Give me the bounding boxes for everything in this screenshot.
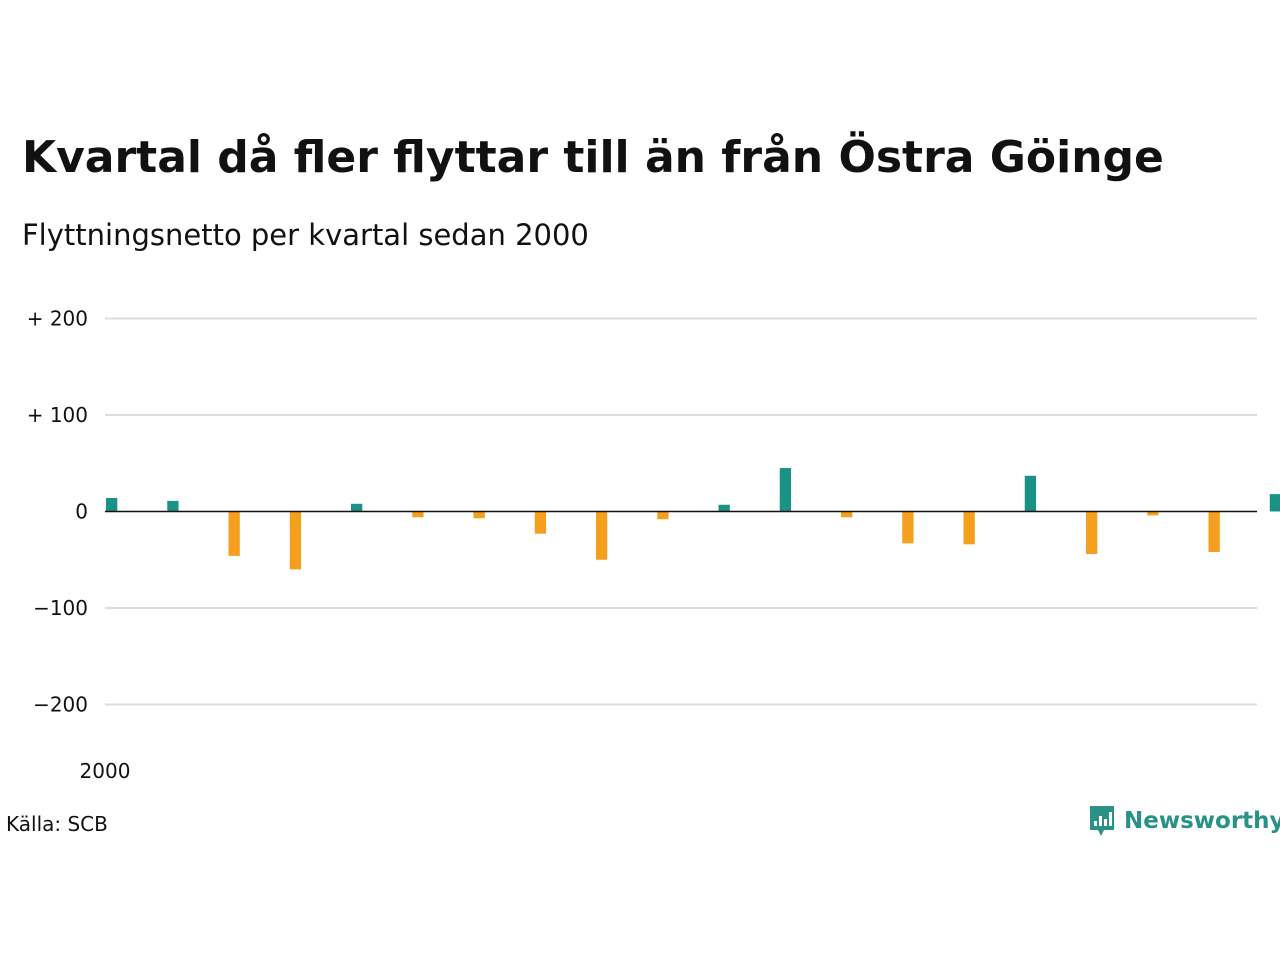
bar-2000K1 — [106, 497, 118, 512]
bar-2003K1 — [841, 511, 853, 518]
bar-2002K3 — [718, 504, 730, 512]
bars — [106, 468, 1280, 570]
bar-2000K2 — [167, 500, 179, 512]
newsworthy-logo-text: Newsworthy — [1124, 808, 1280, 834]
bar-2001K2 — [412, 511, 424, 518]
y-tick-label: −200 — [33, 693, 88, 717]
bar-2003K2 — [902, 511, 914, 544]
bar-2004K2 — [1147, 511, 1159, 516]
bar-2002K1 — [596, 511, 608, 560]
bar-2003K4 — [1024, 475, 1037, 512]
bar-2001K1 — [351, 503, 363, 512]
bar-2004K3 — [1208, 511, 1220, 553]
bar-2003K3 — [963, 511, 975, 545]
grid-lines — [105, 317, 1257, 706]
y-tick-label: + 100 — [27, 403, 88, 427]
y-tick-label: −100 — [33, 596, 88, 620]
bar-2001K3 — [473, 511, 485, 519]
bar-2000K4 — [289, 511, 302, 570]
newsworthy-logo-icon — [1090, 806, 1114, 836]
newsworthy-logo: Newsworthy — [1088, 804, 1280, 838]
bar-2004K4 — [1269, 494, 1280, 512]
bar-2002K2 — [657, 511, 669, 520]
chart-subtitle: Flyttningsnetto per kvartal sedan 2000 — [22, 218, 589, 252]
bar-2002K4 — [779, 468, 792, 512]
bar-2004K1 — [1086, 511, 1098, 554]
bar-2000K3 — [228, 511, 240, 556]
source-note: Källa: SCB — [6, 812, 108, 836]
chart-title: Kvartal då fler flyttar till än från Öst… — [22, 132, 1164, 183]
y-tick-label: + 200 — [27, 307, 88, 331]
y-tick-label: 0 — [75, 500, 88, 524]
x-tick-label: 2000 — [80, 759, 131, 783]
bar-2001K4 — [534, 511, 547, 534]
